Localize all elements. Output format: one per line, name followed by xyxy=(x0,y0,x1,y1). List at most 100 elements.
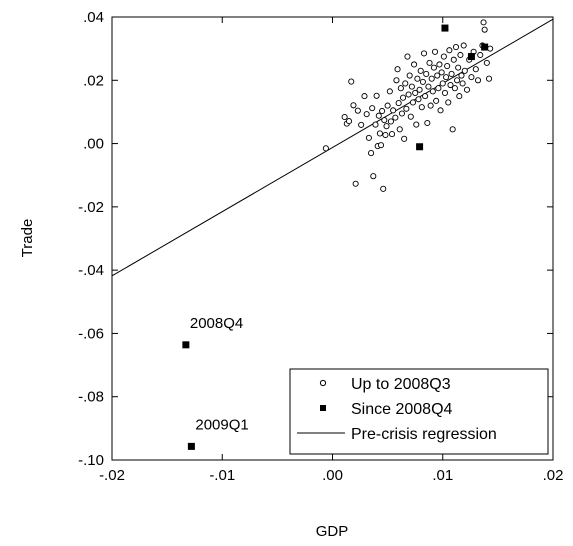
post-crisis-point xyxy=(187,442,195,450)
pre-crisis-point xyxy=(444,62,451,70)
pre-crisis-point xyxy=(414,75,421,82)
pre-crisis-point xyxy=(401,135,408,142)
regression-line xyxy=(111,18,554,277)
pre-crisis-point xyxy=(445,99,452,106)
pre-crisis-point xyxy=(407,113,414,120)
legend-label-since-2008q4: Since 2008Q4 xyxy=(351,401,453,418)
y-tick-label: .04 xyxy=(83,9,104,26)
pre-crisis-point xyxy=(358,121,365,128)
pre-crisis-point xyxy=(449,126,456,133)
y-tick-label: -.08 xyxy=(78,389,104,406)
pre-crisis-point xyxy=(441,89,449,96)
legend-open-circle-marker xyxy=(319,379,327,387)
x-axis-title: GDP xyxy=(316,523,349,540)
legend: Up to 2008Q3 Since 2008Q4 Pre-crisis reg… xyxy=(289,368,549,455)
pre-crisis-point xyxy=(376,130,383,137)
pre-crisis-point xyxy=(480,19,487,26)
pre-crisis-point xyxy=(438,69,445,76)
pre-crisis-point xyxy=(450,56,457,63)
pre-crisis-point xyxy=(394,66,401,73)
pre-crisis-point xyxy=(393,77,400,84)
pre-crisis-point xyxy=(322,145,329,152)
post-crisis-point xyxy=(416,143,424,151)
pre-crisis-point xyxy=(350,102,357,109)
pre-crisis-point xyxy=(446,47,453,54)
pre-crisis-point xyxy=(363,111,370,118)
pre-crisis-point xyxy=(409,99,417,106)
pre-crisis-point xyxy=(423,70,430,78)
y-tick-label: -.10 xyxy=(78,452,104,469)
pre-crisis-point xyxy=(418,104,425,111)
pre-crisis-point xyxy=(405,91,412,98)
pre-crisis-point xyxy=(370,173,377,180)
pre-crisis-point xyxy=(380,185,387,192)
pre-crisis-point xyxy=(417,67,424,74)
pre-crisis-point xyxy=(365,134,372,141)
y-axis-title: Trade xyxy=(19,219,36,258)
pre-crisis-point xyxy=(354,107,361,114)
pre-crisis-point xyxy=(435,85,442,92)
x-tick-label: .00 xyxy=(322,467,343,484)
x-tick-label: .01 xyxy=(432,467,453,484)
regression-line-layer xyxy=(111,18,554,277)
pre-crisis-point xyxy=(437,107,444,114)
pre-crisis-point xyxy=(375,112,382,119)
pre-crisis-point xyxy=(372,121,379,128)
axis-ticks: -.02 -.01 .00 .01 .02 .04 .02 .00 -.02 -.04 -.06 -.… xyxy=(78,9,563,484)
pre-crisis-point xyxy=(377,142,385,149)
pre-crisis-point xyxy=(428,75,435,82)
pre-crisis-point xyxy=(436,61,443,68)
pre-crisis-point xyxy=(457,51,464,59)
pre-crisis-point xyxy=(386,88,393,95)
legend-box xyxy=(289,368,549,455)
pre-crisis-point xyxy=(439,80,446,87)
pre-crisis-point xyxy=(398,110,406,117)
y-tick-label: -.04 xyxy=(78,262,104,279)
x-tick-label: -.02 xyxy=(99,467,125,484)
pre-crisis-point xyxy=(361,93,368,100)
pre-crisis-point xyxy=(434,72,441,79)
pre-crisis-point xyxy=(451,85,458,92)
pre-crisis-point xyxy=(477,51,484,59)
pre-crisis-point xyxy=(341,113,348,121)
pre-crisis-point xyxy=(400,94,407,101)
pre-crisis-point xyxy=(352,180,359,187)
pre-crisis-point xyxy=(381,117,388,124)
pre-crisis-point xyxy=(373,92,380,99)
pre-crisis-point xyxy=(426,59,433,66)
pre-crisis-point xyxy=(456,93,463,100)
pre-crisis-point xyxy=(348,78,355,85)
y-tick-label: .02 xyxy=(83,72,104,89)
pre-crisis-point xyxy=(483,59,490,66)
pre-crisis-point xyxy=(422,93,429,100)
x-tick-label: .02 xyxy=(543,467,564,484)
pre-crisis-point xyxy=(368,150,375,157)
y-tick-label: -.06 xyxy=(78,325,104,342)
pre-crisis-point xyxy=(397,85,404,92)
y-tick-label: .00 xyxy=(83,136,104,153)
pre-crisis-point xyxy=(425,83,432,90)
pre-crisis-point xyxy=(379,107,386,115)
pre-crisis-point xyxy=(387,118,394,125)
post-crisis-point xyxy=(182,341,190,349)
pre-crisis-point xyxy=(459,80,466,87)
pre-crisis-point xyxy=(443,74,450,81)
point-annotation: 2009Q1 xyxy=(195,416,248,433)
legend-filled-square-marker xyxy=(320,405,326,411)
pre-crisis-point xyxy=(460,42,467,49)
post-crisis-point xyxy=(467,53,475,61)
pre-crisis-point xyxy=(447,81,454,89)
pre-crisis-point xyxy=(384,102,391,109)
pre-crisis-point xyxy=(429,88,436,95)
pre-crisis-point xyxy=(420,50,428,57)
pre-crisis-point xyxy=(458,72,465,79)
data-points-layer xyxy=(182,19,494,450)
pre-crisis-point xyxy=(413,121,420,128)
annotations-layer: 2008Q4 2009Q1 xyxy=(190,315,249,434)
point-annotation: 2008Q4 xyxy=(190,315,243,332)
pre-crisis-point xyxy=(472,66,479,73)
pre-crisis-point xyxy=(392,114,399,121)
pre-crisis-point xyxy=(430,64,437,71)
pre-crisis-point xyxy=(487,45,494,52)
